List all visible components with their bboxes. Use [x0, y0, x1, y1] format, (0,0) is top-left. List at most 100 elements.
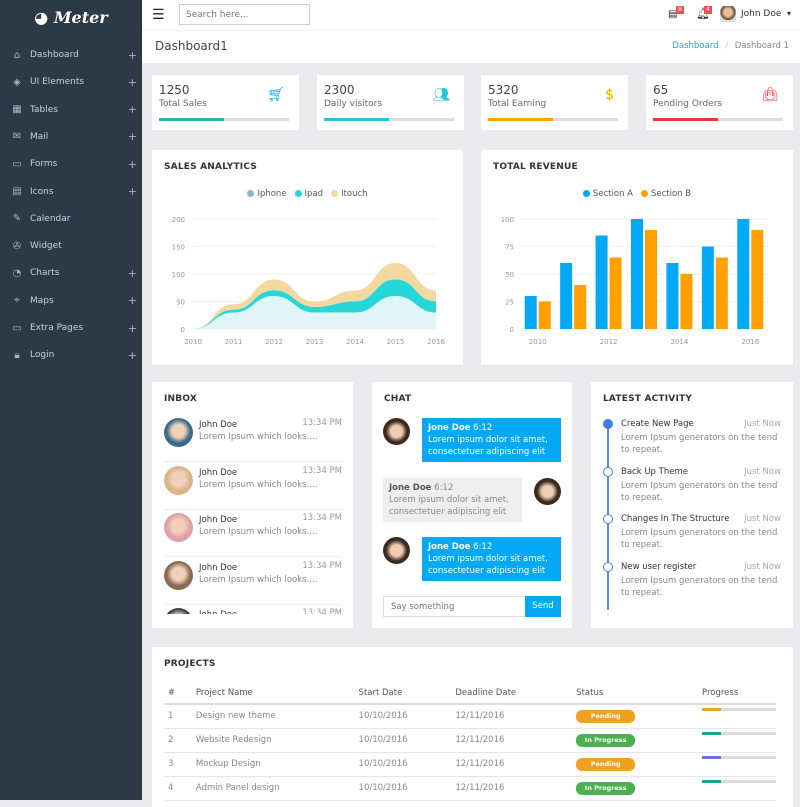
sidebar-item-dashboard[interactable]: ⌂ Dashboard + — [0, 43, 142, 67]
avatar — [164, 560, 193, 590]
stat-value: 1250 — [159, 83, 190, 97]
bar-section-a-2016 — [737, 219, 750, 329]
x-tick-label: 2013 — [306, 338, 324, 346]
title-bar: Dashboard1 Dashboard / Dashboard 1 — [142, 30, 800, 63]
expand-plus-icon[interactable]: + — [127, 266, 137, 280]
column-header[interactable]: Deadline Date — [455, 682, 577, 705]
user-name[interactable]: John Doe — [741, 9, 782, 19]
login-icon: 🔒︎ — [14, 349, 20, 361]
project-name: Mockup Design — [195, 752, 359, 777]
expand-plus-icon[interactable]: + — [127, 321, 137, 335]
chat-message-input[interactable] — [383, 596, 526, 617]
inbox-item[interactable]: John Doe Lorem Ipsum which looks.... 13:… — [164, 558, 342, 605]
x-tick-label: 2010 — [529, 338, 547, 346]
stat-progress — [159, 118, 289, 121]
inbox-item[interactable]: John Doe Lorem Ipsum which looks.... 13:… — [164, 463, 342, 510]
project-name: Website Redesign — [195, 728, 359, 753]
sidebar-item-icons[interactable]: ▤ Icons + — [0, 180, 142, 204]
expand-plus-icon[interactable]: + — [127, 185, 137, 198]
column-header[interactable]: Progress — [701, 682, 776, 705]
expand-plus-icon[interactable]: + — [127, 130, 137, 144]
table-row[interactable]: 2 Website Redesign 10/10/2016 12/11/2016… — [164, 728, 776, 753]
sidebar-item-mail[interactable]: ✉ Mail + — [0, 125, 142, 149]
y-tick-label: 0 — [181, 326, 185, 334]
chat-message: Jone Doe 6:12 Lorem ipsum dolor sit amet,… — [383, 478, 522, 522]
table-row[interactable]: 3 Mockup Design 10/10/2016 12/11/2016 Pe… — [164, 752, 776, 777]
sidebar-item-extra-pages[interactable]: ▭ Extra Pages + — [0, 316, 142, 340]
panel-title: SALES ANALYTICS — [164, 162, 257, 172]
timeline-dot — [603, 466, 613, 477]
sidebar-item-widget[interactable]: ✇ Widget — [0, 234, 142, 258]
sidebar-item-ui-elements[interactable]: ◈ UI Elements + — [0, 70, 142, 94]
x-tick-label: 2010 — [184, 338, 202, 346]
column-header[interactable]: Project Name — [195, 682, 359, 705]
expand-plus-icon[interactable]: + — [127, 157, 137, 171]
inbox-item[interactable]: John Doe Lorem Ipsum which looks.... 13:… — [164, 415, 342, 462]
calendar-icon: ✎ — [12, 213, 22, 225]
column-header[interactable]: # — [164, 682, 196, 705]
avatar — [164, 418, 193, 447]
status-badge: Pending — [576, 757, 636, 771]
sidebar-item-tables[interactable]: ▦ Tables + — [0, 98, 142, 122]
chat-avatar — [383, 537, 410, 564]
bar-section-b-2015 — [715, 257, 728, 329]
bar-section-b-2016 — [751, 230, 764, 329]
table-row[interactable]: 4 Admin Panel design 10/10/2016 12/11/20… — [164, 776, 776, 801]
expand-plus-icon[interactable]: + — [127, 48, 137, 62]
maps-icon: ⌖ — [14, 295, 20, 307]
sidebar-item-charts[interactable]: ◔ Charts + — [0, 261, 142, 285]
sidebar: ◕ Meter ⌂ Dashboard + ◈ UI Elements + ▦ … — [0, 0, 142, 800]
inbox-item[interactable]: John Doe Lorem Ipsum which looks.... 13:… — [164, 510, 342, 557]
search-input[interactable] — [179, 4, 310, 25]
message-time: 13:34 PM — [302, 418, 342, 428]
bar-section-b-2013 — [645, 230, 657, 329]
activity-title: Back Up Theme — [621, 466, 688, 477]
avatar — [164, 465, 193, 495]
chart-legend: Section A Section B — [481, 189, 793, 199]
expand-plus-icon[interactable]: + — [127, 75, 137, 89]
sidebar-item-forms[interactable]: ▭ Forms + — [0, 152, 142, 176]
chat-avatar — [383, 418, 410, 445]
bar-section-b-2011 — [574, 285, 587, 329]
progress-bar — [701, 756, 776, 759]
legend-item: Ipad — [294, 189, 323, 199]
notifications-badge: 4 — [704, 6, 712, 14]
send-button[interactable]: Send — [525, 596, 561, 617]
sidebar-item-label: Tables — [30, 104, 58, 115]
x-tick-label: 2014 — [671, 338, 689, 346]
y-tick-label: 75 — [505, 244, 514, 252]
expand-plus-icon[interactable]: + — [127, 103, 137, 117]
sidebar-item-label: Icons — [30, 186, 54, 197]
messages-icon[interactable]: ▤ — [668, 9, 678, 20]
activity-item: Changes In The Structure Just Now Lorem … — [621, 514, 781, 551]
sidebar-item-maps[interactable]: ⌖ Maps + — [0, 289, 142, 313]
sidebar-item-label: Extra Pages — [30, 323, 84, 333]
expand-plus-icon[interactable]: + — [127, 348, 137, 362]
logo[interactable]: ◕ Meter — [34, 8, 108, 27]
stat-value: 2300 — [324, 83, 355, 97]
column-header[interactable]: Start Date — [358, 682, 456, 705]
hamburger-menu-icon[interactable]: ☰ — [152, 7, 165, 23]
activity-time: Just Now — [744, 419, 781, 429]
chat-avatar — [534, 478, 561, 505]
sidebar-item-login[interactable]: 🔒︎ Login + — [0, 343, 142, 367]
message-time: 13:34 PM — [302, 465, 342, 476]
activity-desc: Lorem Ipsum generators on the tend to re… — [621, 433, 778, 455]
table-row[interactable]: 1 Design new theme 10/10/2016 12/11/2016… — [164, 704, 776, 729]
y-tick-label: 50 — [176, 299, 185, 307]
message-time: 13:34 PM — [302, 560, 342, 571]
breadcrumb-dashboard-link[interactable]: Dashboard — [672, 41, 719, 51]
avatar — [164, 513, 193, 542]
tables-icon: ▦ — [12, 104, 22, 116]
caret-down-icon[interactable]: ▾ — [787, 9, 792, 18]
bar-section-a-2013 — [631, 219, 643, 329]
activity-desc: Lorem Ipsum generators on the tend to re… — [621, 575, 778, 598]
stat-card-pending-orders: 65 Pending Orders 👜︎ — [646, 75, 793, 130]
sidebar-item-calendar[interactable]: ✎ Calendar — [0, 207, 142, 231]
expand-plus-icon[interactable]: + — [127, 294, 137, 308]
activity-item: Back Up Theme Just Now Lorem Ipsum gener… — [621, 467, 781, 504]
column-header[interactable]: Status — [576, 682, 702, 705]
timeline-dot — [603, 514, 613, 525]
user-avatar[interactable] — [720, 6, 736, 22]
stat-label: Total Earning — [488, 99, 547, 109]
